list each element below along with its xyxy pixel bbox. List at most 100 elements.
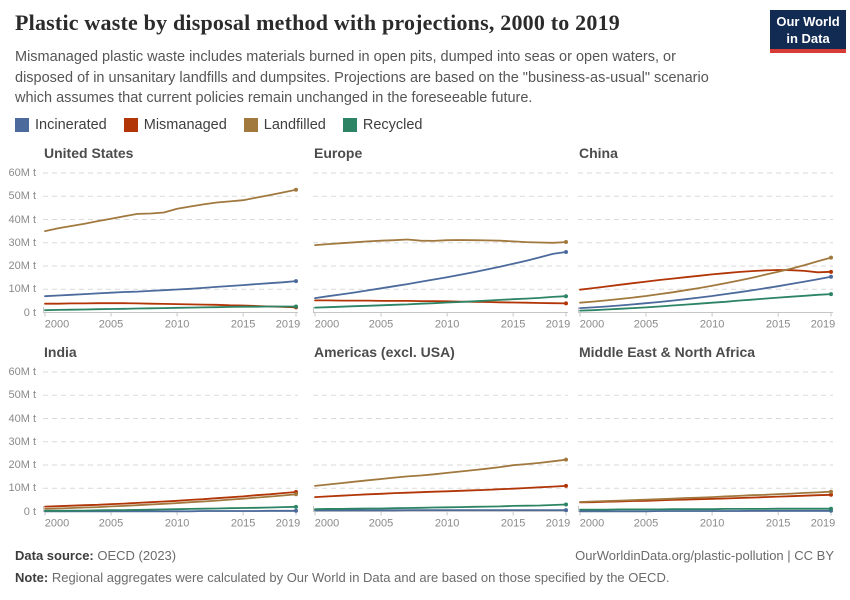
- line-landfilled: [314, 458, 567, 487]
- x-tick-label: 2005: [634, 518, 658, 530]
- endpoint-landfilled: [294, 187, 298, 192]
- footer-link[interactable]: OurWorldinData.org/plastic-pollution | C…: [575, 548, 834, 563]
- x-tick-label: 2005: [369, 319, 393, 331]
- chart-panel-china[interactable]: 2000 2005 2010 2015 2019: [578, 165, 838, 335]
- line-recycled: [579, 293, 832, 312]
- y-axis-label: 0 t: [23, 306, 36, 319]
- x-tick-label: 2015: [231, 319, 255, 331]
- line-recycled: [579, 507, 832, 511]
- panel-title-americas-excl-usa: Americas (excl. USA): [314, 344, 455, 360]
- panel-title-europe: Europe: [314, 145, 363, 161]
- panel-title-middle-east-north-africa: Middle East & North Africa: [579, 344, 756, 360]
- x-tick-label: 2019: [546, 518, 570, 530]
- endpoint-recycled: [294, 304, 298, 309]
- endpoint-recycled: [829, 292, 833, 297]
- endpoint-incinerated: [564, 250, 568, 255]
- chart-subtitle: Mismanaged plastic waste includes materi…: [15, 49, 709, 107]
- x-tick-label: 2010: [700, 319, 724, 331]
- x-tick-label: 2019: [276, 319, 300, 331]
- endpoint-landfilled: [294, 492, 298, 497]
- line-recycled: [44, 305, 297, 312]
- x-tick-label: 2019: [811, 518, 835, 530]
- footer-note-label: Note:: [15, 570, 49, 585]
- y-axis-label: 50M t: [8, 190, 36, 203]
- x-tick-label: 2010: [435, 518, 459, 530]
- data-source-label: Data source:: [15, 548, 94, 563]
- footer: Data source: OECD (2023) OurWorldinData.…: [15, 548, 834, 563]
- chart-panel-americas-excl-usa[interactable]: 2000 2005 2010 2015 2019: [313, 364, 573, 534]
- chart-panel-middle-east-north-africa[interactable]: 2000 2005 2010 2015 2019: [578, 364, 838, 534]
- line-recycled: [314, 503, 567, 511]
- line-landfilled: [314, 238, 567, 246]
- y-axis-label: 0 t: [23, 505, 36, 518]
- x-tick-label: 2015: [766, 518, 790, 530]
- line-landfilled: [579, 256, 832, 304]
- x-tick-label: 2010: [165, 319, 189, 331]
- endpoint-incinerated: [564, 508, 568, 513]
- x-tick-label: 2015: [501, 319, 525, 331]
- legend-item-landfilled: Landfilled: [243, 117, 326, 133]
- legend-swatch-landfilled: [243, 118, 258, 132]
- y-axis-label: 30M t: [8, 435, 36, 448]
- x-tick-label: 2000: [580, 518, 604, 530]
- chart-panel-india[interactable]: 2000 2005 2010 2015 2019: [43, 364, 303, 534]
- x-tick-label: 2005: [369, 518, 393, 530]
- line-incinerated: [579, 275, 832, 310]
- x-tick-label: 2005: [634, 319, 658, 331]
- x-tick-label: 2005: [99, 518, 123, 530]
- endpoint-recycled: [294, 504, 298, 509]
- line-landfilled: [44, 188, 297, 232]
- x-tick-label: 2000: [45, 319, 69, 331]
- footer-note-value: Regional aggregates were calculated by O…: [48, 570, 670, 585]
- x-tick-label: 2005: [99, 319, 123, 331]
- x-tick-label: 2019: [811, 319, 835, 331]
- legend-swatch-recycled: [342, 118, 357, 132]
- panel-title-china: China: [579, 145, 618, 161]
- owid-logo[interactable]: Our World in Data: [770, 10, 846, 53]
- legend-item-mismanaged: Mismanaged: [123, 117, 227, 133]
- y-axis-label: 50M t: [8, 389, 36, 402]
- endpoint-incinerated: [294, 508, 298, 513]
- y-axis-label: 40M t: [8, 412, 36, 425]
- legend-label: Mismanaged: [143, 117, 227, 133]
- endpoint-mismanaged: [829, 492, 833, 497]
- line-mismanaged: [44, 491, 297, 508]
- line-incinerated: [44, 280, 297, 298]
- endpoint-mismanaged: [564, 483, 568, 488]
- legend-item-recycled: Recycled: [342, 117, 422, 133]
- endpoint-landfilled: [829, 255, 833, 260]
- endpoint-recycled: [564, 502, 568, 507]
- endpoint-recycled: [564, 294, 568, 299]
- chart-panel-united-states[interactable]: 2000 2005 2010 2015 2019: [43, 165, 303, 335]
- line-mismanaged: [314, 485, 567, 499]
- endpoint-incinerated: [829, 274, 833, 279]
- y-axis-label: 10M t: [8, 482, 36, 495]
- y-axis-label: 20M t: [8, 459, 36, 471]
- y-axis-label: 40M t: [8, 213, 36, 226]
- x-tick-label: 2010: [435, 319, 459, 331]
- y-axis-label: 10M t: [8, 283, 36, 296]
- line-recycled: [44, 505, 297, 512]
- line-mismanaged: [579, 269, 832, 291]
- x-tick-label: 2015: [501, 518, 525, 530]
- x-tick-label: 2010: [165, 518, 189, 530]
- x-tick-label: 2010: [700, 518, 724, 530]
- endpoint-landfilled: [564, 457, 568, 462]
- data-source-value: OECD (2023): [93, 548, 177, 563]
- endpoint-landfilled: [564, 240, 568, 245]
- legend-swatch-mismanaged: [123, 118, 138, 132]
- y-axis-label: 30M t: [8, 236, 36, 249]
- chart-panel-europe[interactable]: 2000 2005 2010 2015 2019: [313, 165, 573, 335]
- line-incinerated: [579, 509, 832, 513]
- endpoint-mismanaged: [564, 301, 568, 306]
- endpoint-mismanaged: [829, 269, 833, 274]
- x-tick-label: 2000: [315, 518, 339, 530]
- line-incinerated: [314, 251, 567, 300]
- x-tick-label: 2000: [580, 319, 604, 331]
- legend-label: Incinerated: [35, 117, 107, 133]
- y-axis-label: 60M t: [8, 167, 36, 179]
- endpoint-landfilled: [829, 489, 833, 494]
- endpoint-recycled: [829, 506, 833, 511]
- logo-line1: Our World: [776, 14, 840, 29]
